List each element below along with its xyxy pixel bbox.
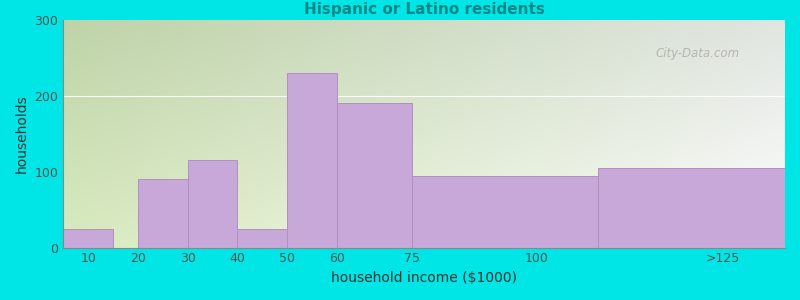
X-axis label: household income ($1000): household income ($1000) — [331, 271, 517, 285]
Bar — [412, 176, 598, 248]
Text: Hispanic or Latino residents: Hispanic or Latino residents — [304, 2, 545, 17]
Bar — [598, 168, 785, 248]
Y-axis label: households: households — [15, 94, 29, 173]
Bar — [188, 160, 238, 248]
Bar — [138, 179, 188, 248]
Bar — [337, 103, 412, 248]
Bar — [238, 229, 287, 247]
Bar — [287, 73, 337, 248]
Bar — [63, 229, 113, 247]
Text: City-Data.com: City-Data.com — [655, 47, 739, 60]
